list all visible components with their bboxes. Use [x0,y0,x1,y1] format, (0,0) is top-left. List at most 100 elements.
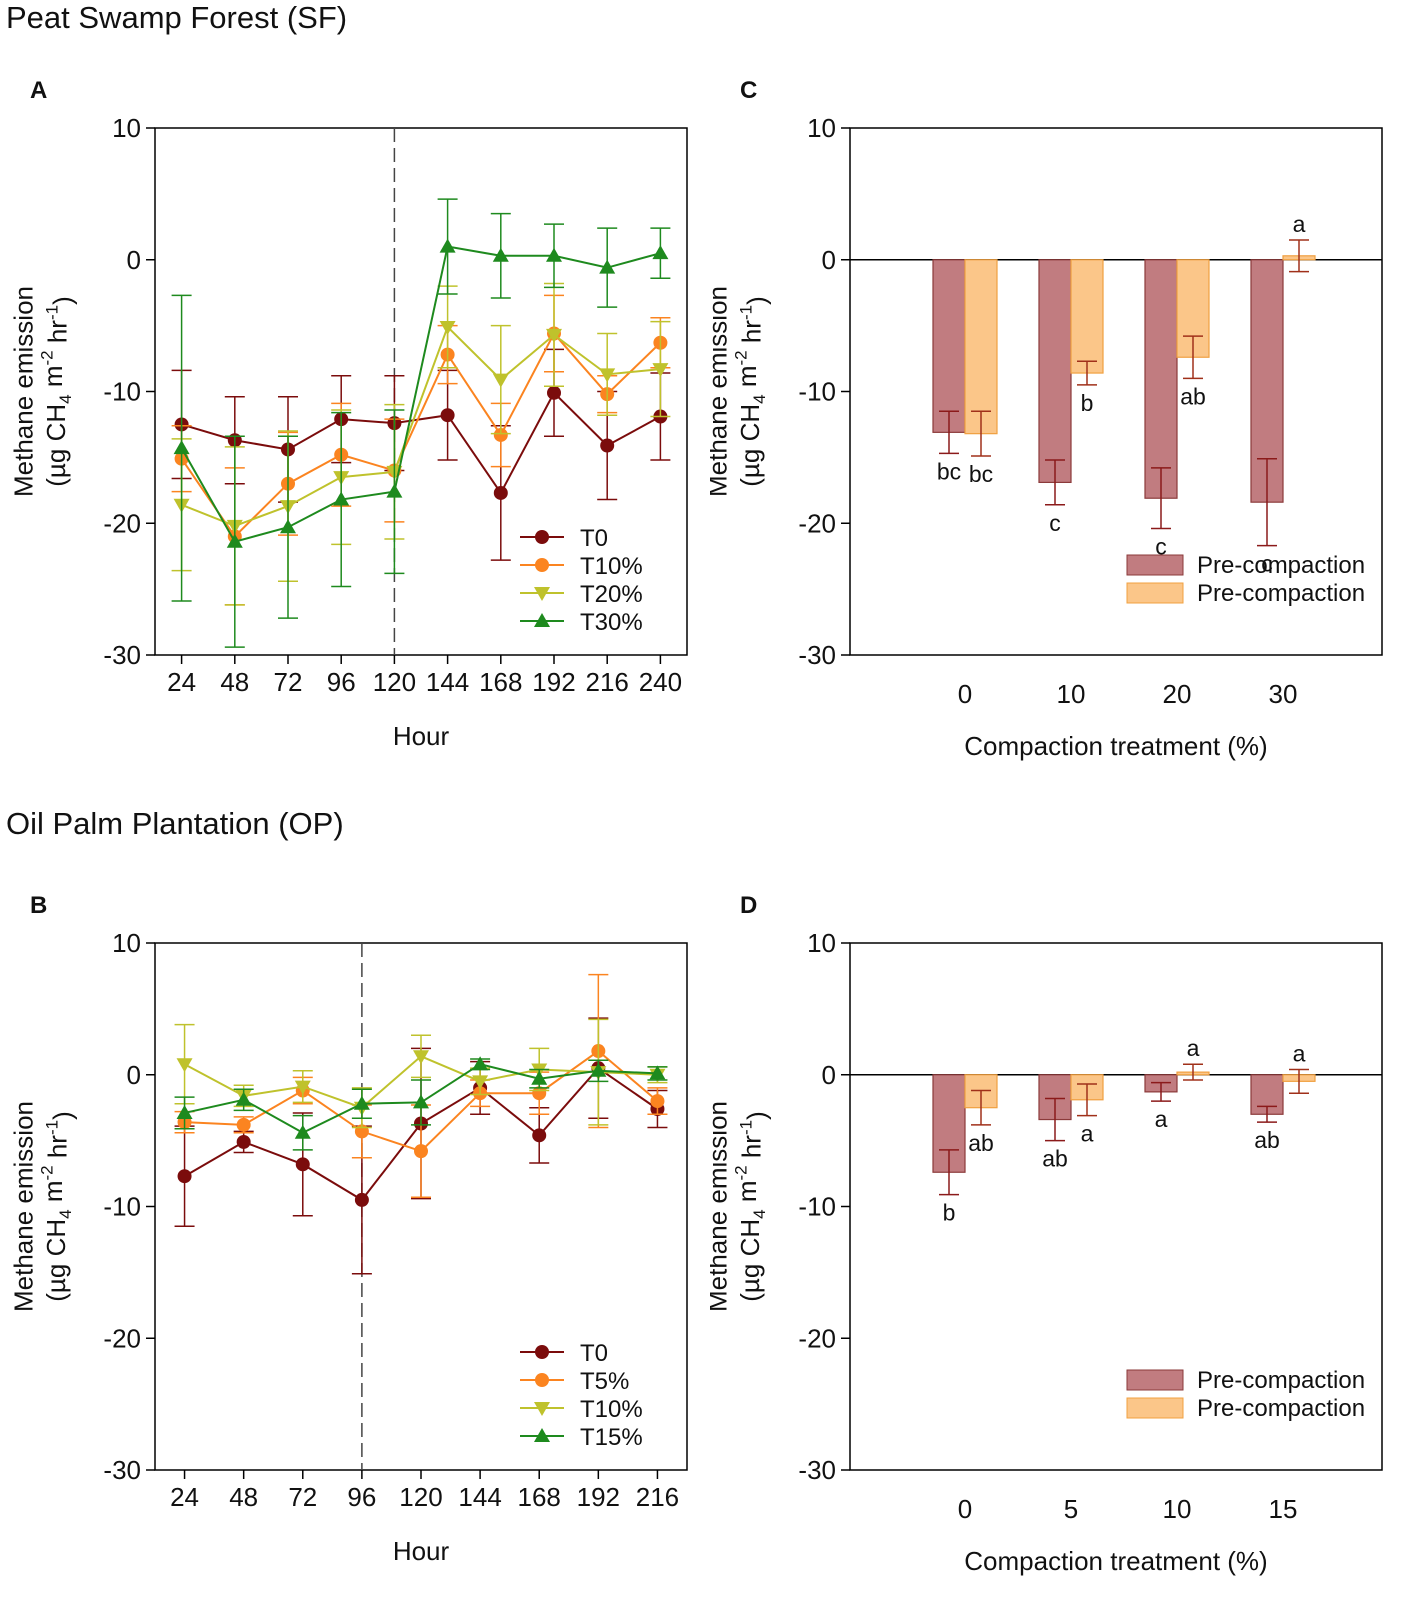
x-tick-label: 30 [1269,679,1298,709]
y-axis-label-part: m [38,1181,68,1210]
y-tick-label: 10 [112,113,141,143]
y-axis-label-part: (µg CH [735,404,765,487]
significance-letter: a [1293,211,1306,237]
x-tick-label: 15 [1269,1494,1298,1524]
y-tick-label: -20 [103,1323,141,1353]
significance-letter: a [1187,1035,1200,1061]
data-point [236,1117,251,1132]
plot-area: 10 0 -10 -20 -30 [103,113,688,670]
y-axis-label-line1: Methane emission [8,1101,38,1312]
legend-marker [534,1428,550,1442]
legend-entry: T0 [580,525,608,552]
series-line [181,391,661,495]
data-point [176,1058,193,1073]
y-axis-label: Methane emission(µg CH4 m-2 hr-1) [710,286,772,497]
y-axis-label-part: -2 [37,350,56,365]
x-tick-label: 24 [167,667,196,697]
y-axis-label-line1: Methane emission [710,1101,732,1312]
y-axis-label-line1: Methane emission [8,286,38,497]
x-tick-label: 0 [958,679,972,709]
x-axis: 0 5 10 15 [958,1494,1298,1524]
y-axis-label-line2: (µg CH4 m-2 hr-1) [37,1111,77,1302]
y-tick-label: -10 [798,377,836,407]
data-point [599,368,616,383]
y-axis-label-part: m [38,366,68,395]
data-point [413,1094,429,1109]
x-tick-label: 24 [170,1482,199,1512]
legend-marker [534,1402,550,1416]
y-axis-label: Methane emission(µg CH4 m-2 hr-1) [8,1101,77,1312]
data-point [600,438,615,453]
x-tick-label: 96 [347,1482,376,1512]
x-tick-label: 72 [274,667,303,697]
series-t15pct [174,1056,668,1151]
x-axis-label: Compaction treatment (%) [964,1546,1267,1576]
x-tick-label: 10 [1163,1494,1192,1524]
bar [932,259,966,433]
y-axis-label-part: hr [737,1135,767,1166]
legend-entry: T30% [580,609,643,636]
y-tick-label: -20 [103,508,141,538]
y-axis-label-part: 4 [56,1209,75,1218]
panel-label: D [740,892,757,919]
data-point [226,533,243,548]
legend-marker [534,587,550,601]
x-axis: 0 10 20 30 [958,679,1298,709]
chart-b-op-time-series: 10 0 -10 -20 -30 B 24 48 72 96 120 144 168 192 216 Hour… [8,892,688,1566]
y-tick-label: 10 [807,928,836,958]
y-axis-label-part: -2 [731,1165,750,1180]
legend-entry: Pre-compaction [1197,1367,1365,1394]
x-tick-label: 10 [1057,679,1086,709]
y-tick-label: -10 [103,377,141,407]
x-axis: 24 48 72 96 120 144 168 192 216 240 [167,655,682,697]
significance-letter: a [1081,1121,1094,1147]
data-point [590,1062,607,1077]
legend-swatch [1126,1397,1184,1419]
x-tick-label: 48 [229,1482,258,1512]
significance-letter: bc [969,461,993,487]
panel-label: A [30,77,47,104]
x-tick-label: 120 [399,1482,442,1512]
data-point [413,1050,429,1065]
significance-letter: bc [937,458,961,484]
bar [1070,259,1104,374]
data-point [492,247,509,262]
panel-label: B [30,892,47,919]
panel-label: C [740,77,757,104]
y-axis-label-part: -2 [731,350,750,365]
data-point [532,1086,547,1101]
data-point [532,1128,547,1143]
y-axis-label-part: ) [48,296,78,305]
x-tick-label: 72 [288,1482,317,1512]
y-axis-label-part: (µg CH [41,1219,71,1302]
legend-entry: T15% [580,1424,643,1451]
data-point [414,1144,428,1159]
data-point [546,247,562,262]
legend-marker [535,530,549,544]
data-point [650,1094,665,1109]
legend-entry: T20% [580,581,643,608]
y-axis-label-part: ) [48,1111,78,1120]
significance-letter: ab [1254,1127,1280,1153]
data-point [493,427,508,442]
y-axis-label-part: -1 [42,1120,61,1135]
data-point [236,1134,251,1149]
x-axis-label: Hour [393,1536,450,1566]
y-axis-label-line2: (µg CH4 m-2 hr-1) [731,1111,771,1302]
y-axis-label-part: hr [43,320,73,351]
y-axis-label-part: (µg CH [41,404,71,487]
y-tick-label: -30 [798,1455,836,1485]
series-line [180,245,661,543]
bar [1144,259,1178,499]
bar [964,259,998,435]
y-axis-label: Methane emission(µg CH4 m-2 hr-1) [710,1101,772,1312]
x-tick-label: 168 [518,1482,561,1512]
y-axis-label-part: hr [43,1135,73,1166]
legend-entry: Pre-compaction [1197,1395,1365,1422]
